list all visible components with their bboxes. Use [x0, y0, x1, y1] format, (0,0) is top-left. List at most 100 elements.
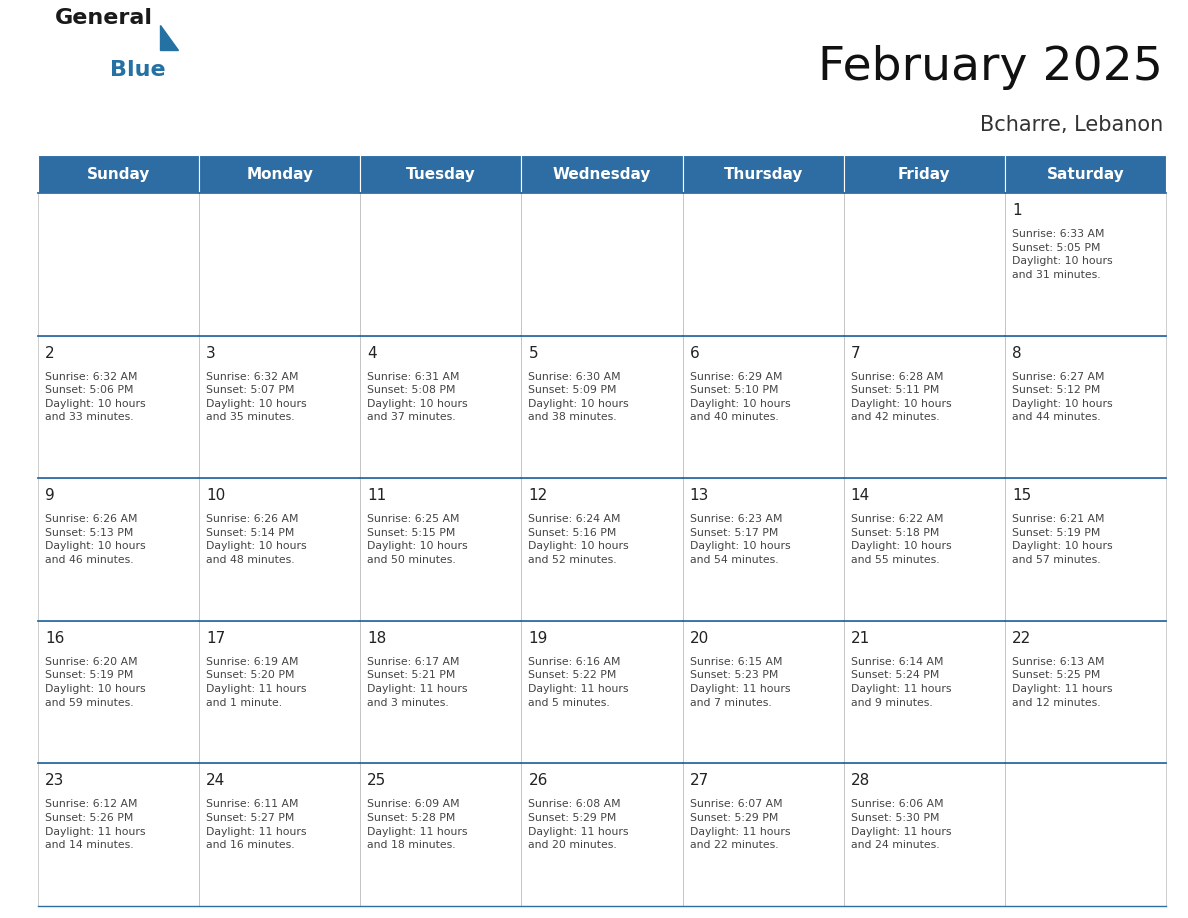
Bar	[843, 764, 1005, 906]
Bar	[360, 193, 522, 336]
Text: Sunrise: 6:19 AM
Sunset: 5:20 PM
Daylight: 11 hours
and 1 minute.: Sunrise: 6:19 AM Sunset: 5:20 PM Dayligh…	[207, 656, 307, 708]
Text: Sunrise: 6:32 AM
Sunset: 5:06 PM
Daylight: 10 hours
and 33 minutes.: Sunrise: 6:32 AM Sunset: 5:06 PM Dayligh…	[45, 372, 146, 422]
Text: 11: 11	[367, 488, 386, 503]
Text: Sunrise: 6:12 AM
Sunset: 5:26 PM
Daylight: 11 hours
and 14 minutes.: Sunrise: 6:12 AM Sunset: 5:26 PM Dayligh…	[45, 800, 145, 850]
Bar	[38, 478, 200, 621]
Text: Sunrise: 6:32 AM
Sunset: 5:07 PM
Daylight: 10 hours
and 35 minutes.: Sunrise: 6:32 AM Sunset: 5:07 PM Dayligh…	[207, 372, 307, 422]
Text: 8: 8	[1012, 345, 1022, 361]
Text: Sunrise: 6:21 AM
Sunset: 5:19 PM
Daylight: 10 hours
and 57 minutes.: Sunrise: 6:21 AM Sunset: 5:19 PM Dayligh…	[1012, 514, 1112, 565]
Text: 3: 3	[207, 345, 216, 361]
Bar	[360, 155, 522, 193]
Text: Sunrise: 6:24 AM
Sunset: 5:16 PM
Daylight: 10 hours
and 52 minutes.: Sunrise: 6:24 AM Sunset: 5:16 PM Dayligh…	[529, 514, 630, 565]
Text: 17: 17	[207, 631, 226, 645]
Bar	[683, 478, 843, 621]
Bar	[1005, 621, 1165, 764]
Text: General: General	[55, 8, 153, 28]
Text: Sunrise: 6:23 AM
Sunset: 5:17 PM
Daylight: 10 hours
and 54 minutes.: Sunrise: 6:23 AM Sunset: 5:17 PM Dayligh…	[689, 514, 790, 565]
Bar	[522, 336, 683, 478]
Text: 25: 25	[367, 773, 386, 789]
Bar	[522, 155, 683, 193]
Text: Sunrise: 6:26 AM
Sunset: 5:13 PM
Daylight: 10 hours
and 46 minutes.: Sunrise: 6:26 AM Sunset: 5:13 PM Dayligh…	[45, 514, 146, 565]
Text: Tuesday: Tuesday	[406, 166, 475, 182]
Bar	[843, 193, 1005, 336]
Bar	[200, 336, 360, 478]
Bar	[1005, 193, 1165, 336]
Text: 10: 10	[207, 488, 226, 503]
Text: Sunrise: 6:06 AM
Sunset: 5:30 PM
Daylight: 11 hours
and 24 minutes.: Sunrise: 6:06 AM Sunset: 5:30 PM Dayligh…	[851, 800, 952, 850]
Bar	[200, 764, 360, 906]
Text: 4: 4	[367, 345, 377, 361]
Text: Sunrise: 6:27 AM
Sunset: 5:12 PM
Daylight: 10 hours
and 44 minutes.: Sunrise: 6:27 AM Sunset: 5:12 PM Dayligh…	[1012, 372, 1112, 422]
Text: 15: 15	[1012, 488, 1031, 503]
Bar	[360, 621, 522, 764]
Text: 18: 18	[367, 631, 386, 645]
Text: 14: 14	[851, 488, 870, 503]
Text: 7: 7	[851, 345, 860, 361]
Text: Sunrise: 6:31 AM
Sunset: 5:08 PM
Daylight: 10 hours
and 37 minutes.: Sunrise: 6:31 AM Sunset: 5:08 PM Dayligh…	[367, 372, 468, 422]
Text: Sunrise: 6:22 AM
Sunset: 5:18 PM
Daylight: 10 hours
and 55 minutes.: Sunrise: 6:22 AM Sunset: 5:18 PM Dayligh…	[851, 514, 952, 565]
Bar	[683, 764, 843, 906]
Bar	[522, 193, 683, 336]
Text: Sunrise: 6:16 AM
Sunset: 5:22 PM
Daylight: 11 hours
and 5 minutes.: Sunrise: 6:16 AM Sunset: 5:22 PM Dayligh…	[529, 656, 628, 708]
Bar	[683, 193, 843, 336]
Text: 19: 19	[529, 631, 548, 645]
Text: Wednesday: Wednesday	[552, 166, 651, 182]
Bar	[38, 193, 200, 336]
Bar	[38, 764, 200, 906]
Text: February 2025: February 2025	[819, 45, 1163, 90]
Text: Blue: Blue	[110, 60, 165, 80]
Bar	[360, 764, 522, 906]
Bar	[38, 621, 200, 764]
Text: Sunday: Sunday	[87, 166, 150, 182]
Text: 16: 16	[45, 631, 64, 645]
Text: 21: 21	[851, 631, 870, 645]
Bar	[360, 336, 522, 478]
Bar	[843, 336, 1005, 478]
Text: Thursday: Thursday	[723, 166, 803, 182]
Bar	[843, 478, 1005, 621]
Text: 5: 5	[529, 345, 538, 361]
Text: Sunrise: 6:28 AM
Sunset: 5:11 PM
Daylight: 10 hours
and 42 minutes.: Sunrise: 6:28 AM Sunset: 5:11 PM Dayligh…	[851, 372, 952, 422]
Bar	[38, 155, 200, 193]
Text: Sunrise: 6:09 AM
Sunset: 5:28 PM
Daylight: 11 hours
and 18 minutes.: Sunrise: 6:09 AM Sunset: 5:28 PM Dayligh…	[367, 800, 468, 850]
Text: 6: 6	[689, 345, 700, 361]
Bar	[200, 155, 360, 193]
Text: 23: 23	[45, 773, 64, 789]
Bar	[683, 155, 843, 193]
Text: 13: 13	[689, 488, 709, 503]
Bar	[683, 336, 843, 478]
Bar	[1005, 478, 1165, 621]
Text: Sunrise: 6:17 AM
Sunset: 5:21 PM
Daylight: 11 hours
and 3 minutes.: Sunrise: 6:17 AM Sunset: 5:21 PM Dayligh…	[367, 656, 468, 708]
Bar	[200, 193, 360, 336]
Bar	[843, 621, 1005, 764]
Text: 26: 26	[529, 773, 548, 789]
Bar	[522, 478, 683, 621]
Text: 1: 1	[1012, 203, 1022, 218]
Bar	[843, 155, 1005, 193]
Text: Sunrise: 6:13 AM
Sunset: 5:25 PM
Daylight: 11 hours
and 12 minutes.: Sunrise: 6:13 AM Sunset: 5:25 PM Dayligh…	[1012, 656, 1112, 708]
Bar	[683, 621, 843, 764]
Text: Sunrise: 6:20 AM
Sunset: 5:19 PM
Daylight: 10 hours
and 59 minutes.: Sunrise: 6:20 AM Sunset: 5:19 PM Dayligh…	[45, 656, 146, 708]
Text: 24: 24	[207, 773, 226, 789]
Text: 22: 22	[1012, 631, 1031, 645]
Bar	[200, 621, 360, 764]
Text: Monday: Monday	[246, 166, 314, 182]
Text: Sunrise: 6:15 AM
Sunset: 5:23 PM
Daylight: 11 hours
and 7 minutes.: Sunrise: 6:15 AM Sunset: 5:23 PM Dayligh…	[689, 656, 790, 708]
Bar	[200, 478, 360, 621]
Bar	[1005, 155, 1165, 193]
Text: Sunrise: 6:08 AM
Sunset: 5:29 PM
Daylight: 11 hours
and 20 minutes.: Sunrise: 6:08 AM Sunset: 5:29 PM Dayligh…	[529, 800, 628, 850]
Text: Sunrise: 6:33 AM
Sunset: 5:05 PM
Daylight: 10 hours
and 31 minutes.: Sunrise: 6:33 AM Sunset: 5:05 PM Dayligh…	[1012, 229, 1112, 280]
Bar	[360, 478, 522, 621]
Bar	[522, 621, 683, 764]
Bar	[522, 764, 683, 906]
Bar	[1005, 336, 1165, 478]
Text: 2: 2	[45, 345, 55, 361]
Bar	[1005, 764, 1165, 906]
Text: Sunrise: 6:30 AM
Sunset: 5:09 PM
Daylight: 10 hours
and 38 minutes.: Sunrise: 6:30 AM Sunset: 5:09 PM Dayligh…	[529, 372, 630, 422]
Text: Sunrise: 6:07 AM
Sunset: 5:29 PM
Daylight: 11 hours
and 22 minutes.: Sunrise: 6:07 AM Sunset: 5:29 PM Dayligh…	[689, 800, 790, 850]
Text: Friday: Friday	[898, 166, 950, 182]
Text: 27: 27	[689, 773, 709, 789]
Text: Saturday: Saturday	[1047, 166, 1124, 182]
Text: Sunrise: 6:25 AM
Sunset: 5:15 PM
Daylight: 10 hours
and 50 minutes.: Sunrise: 6:25 AM Sunset: 5:15 PM Dayligh…	[367, 514, 468, 565]
Text: Bcharre, Lebanon: Bcharre, Lebanon	[980, 115, 1163, 135]
